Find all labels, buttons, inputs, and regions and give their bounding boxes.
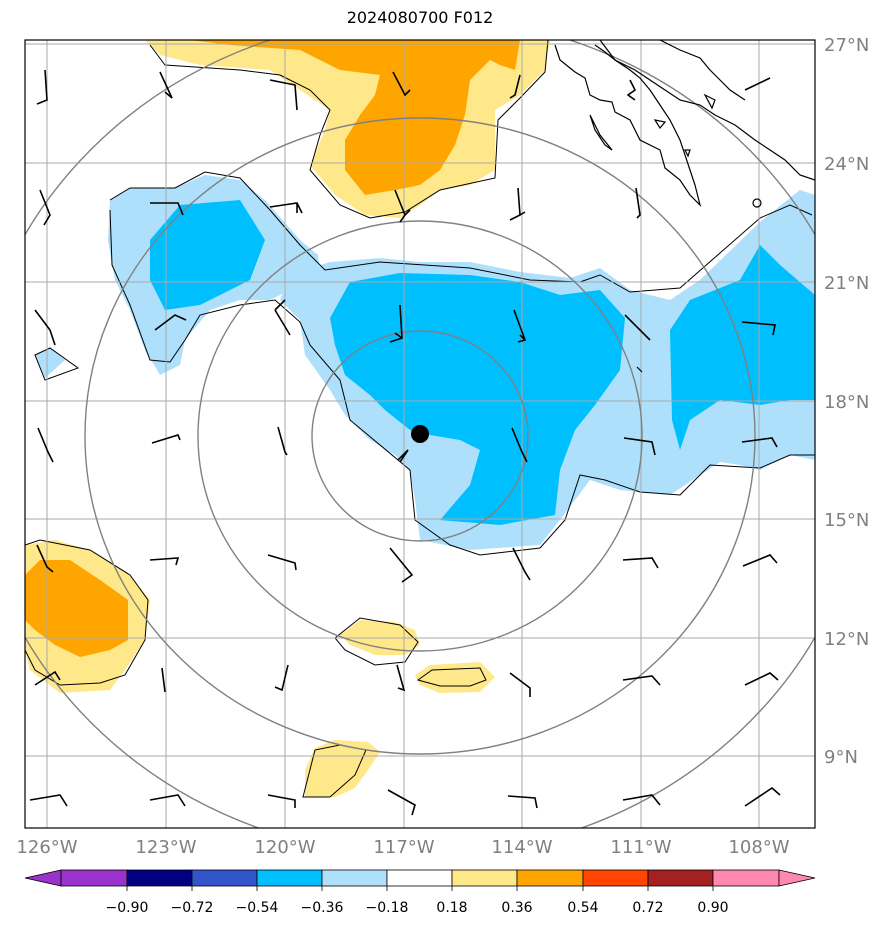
graticule — [25, 40, 815, 828]
colorbar-segment — [126, 869, 193, 887]
colorbar-tick: 0.18 — [436, 900, 467, 916]
lat-label: 21°N — [824, 273, 869, 294]
colorbar-extend-low — [24, 869, 62, 887]
map-title: 2024080700 F012 — [346, 8, 494, 27]
lon-label: 114°W — [491, 837, 552, 858]
lon-label: 126°W — [16, 837, 77, 858]
anomaly-contours — [25, 40, 815, 798]
latitude-labels: 27°N 24°N 21°N 18°N 15°N 12°N 9°N — [824, 35, 869, 768]
lat-label: 15°N — [824, 510, 869, 531]
colorbar-segment — [60, 869, 128, 887]
map-frame — [24, 39, 816, 829]
colorbar-extend-high — [778, 869, 816, 887]
lon-label: 111°W — [610, 837, 671, 858]
colorbar-segment — [516, 869, 584, 887]
colorbar-segment — [191, 869, 258, 887]
storm-center-marker — [411, 425, 429, 443]
lat-label: 9°N — [824, 747, 858, 768]
lon-label: 108°W — [728, 837, 789, 858]
lat-label: 27°N — [824, 35, 869, 56]
colorbar-tick: 0.54 — [567, 900, 598, 916]
coastline — [554, 40, 815, 373]
colorbar-tick: 0.72 — [632, 900, 663, 916]
lon-label: 123°W — [135, 837, 196, 858]
colorbar-segment — [321, 869, 388, 887]
lat-label: 18°N — [824, 392, 869, 413]
anomaly-fills — [25, 40, 815, 797]
colorbar-segment — [647, 869, 714, 887]
colorbar-segment — [256, 869, 323, 887]
colorbar-segment — [451, 869, 518, 887]
colorbar-tick-labels: −0.90 −0.72 −0.54 −0.36 −0.18 0.18 0.36 … — [106, 900, 729, 916]
lon-label: 120°W — [254, 837, 315, 858]
colorbar-segment — [386, 869, 453, 887]
lon-label: 117°W — [373, 837, 434, 858]
lat-label: 24°N — [824, 154, 869, 175]
longitude-labels: 126°W 123°W 120°W 117°W 114°W 111°W 108°… — [16, 837, 789, 858]
lat-label: 12°N — [824, 629, 869, 650]
colorbar-tick: 0.90 — [697, 900, 728, 916]
range-rings — [25, 40, 815, 828]
colorbar-tick: −0.36 — [301, 900, 344, 916]
colorbar-tick: 0.36 — [501, 900, 532, 916]
colorbar-segment — [712, 869, 780, 887]
colorbar-tick: −0.72 — [171, 900, 214, 916]
colorbar-tick-marks — [126, 886, 714, 891]
colorbar-tick: −0.90 — [106, 900, 149, 916]
colorbar-tick: −0.54 — [236, 900, 279, 916]
colorbar — [24, 869, 816, 887]
colorbar-tick: −0.18 — [366, 900, 409, 916]
colorbar-segment — [582, 869, 649, 887]
wind-barbs — [29, 69, 781, 816]
